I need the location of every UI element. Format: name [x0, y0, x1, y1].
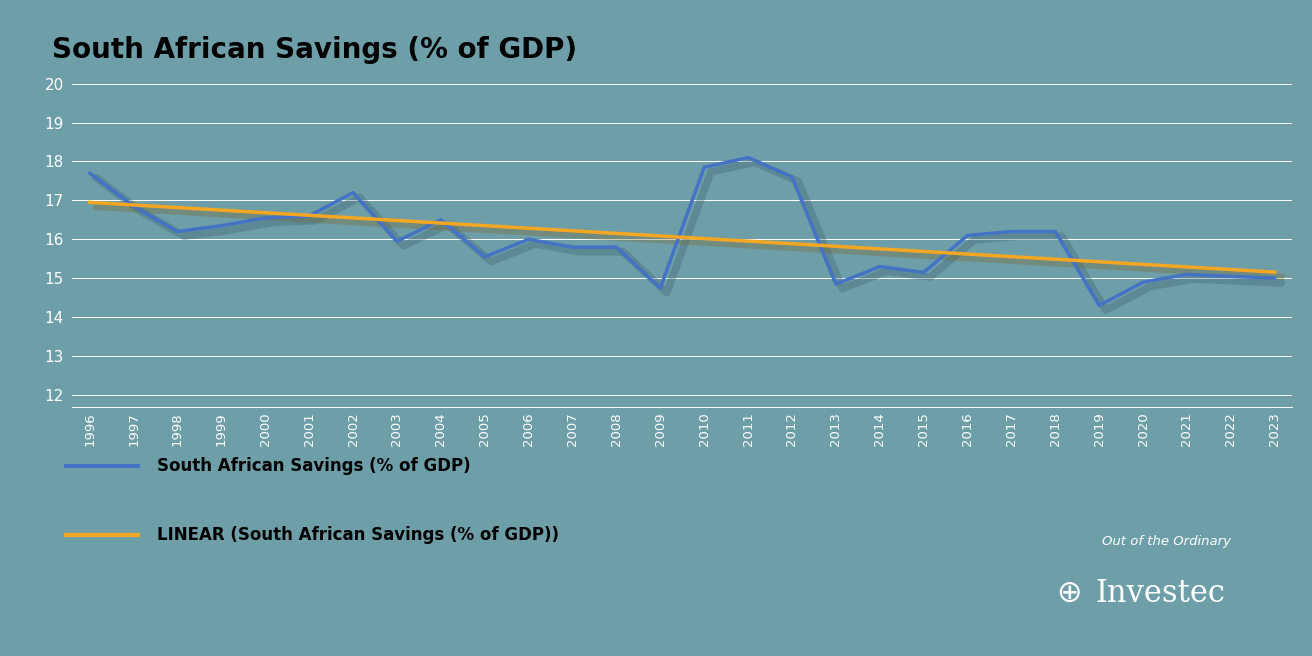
Text: Out of the Ordinary: Out of the Ordinary — [1102, 535, 1231, 548]
Text: South African Savings (% of GDP): South African Savings (% of GDP) — [52, 36, 577, 64]
Text: LINEAR (South African Savings (% of GDP)): LINEAR (South African Savings (% of GDP)… — [157, 525, 559, 544]
Text: ⊕: ⊕ — [1056, 579, 1082, 608]
Text: South African Savings (% of GDP): South African Savings (% of GDP) — [157, 457, 471, 475]
Text: Investec: Investec — [1096, 578, 1225, 609]
